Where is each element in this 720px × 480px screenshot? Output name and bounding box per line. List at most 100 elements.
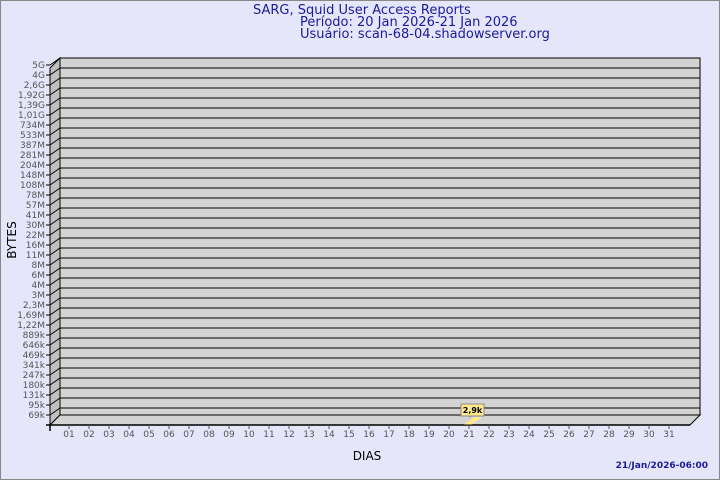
gridline-side: [49, 347, 61, 356]
y-tick-label: 646k: [23, 341, 46, 351]
x-tick-label: 25: [543, 430, 554, 440]
x-tick-label: 02: [83, 430, 94, 440]
x-axis-label: DIAS: [353, 449, 382, 463]
floor: [48, 414, 702, 426]
y-tick-label: 4M: [32, 281, 46, 291]
y-tick-label: 30M: [26, 221, 45, 231]
gridline-side: [49, 167, 61, 176]
y-tick-label: 148M: [20, 171, 45, 181]
y-tick-label: 95k: [28, 401, 45, 411]
gridline-side: [49, 147, 61, 156]
y-tick-label: 180k: [23, 381, 46, 391]
back-wall: [59, 57, 701, 416]
gridline-side: [49, 217, 61, 226]
y-tick-label: 2,6G: [24, 81, 45, 91]
gridline-side: [49, 127, 61, 136]
y-tick-label: 3M: [32, 291, 46, 301]
gridline-side: [49, 157, 61, 166]
y-tick-label: 247k: [23, 371, 46, 381]
user-text: Usuário: scan-68-04.shadowserver.org: [300, 27, 550, 42]
x-tick-label: 06: [163, 430, 175, 440]
gridline-side: [49, 107, 61, 116]
x-tick-label: 19: [423, 430, 435, 440]
gridline-side: [49, 367, 61, 376]
x-tick-label: 11: [263, 430, 274, 440]
x-tick-label: 05: [143, 430, 154, 440]
gridline-side: [49, 257, 61, 266]
timestamp: 21/Jan/2026-06:00: [615, 461, 708, 471]
y-tick-label: 78M: [26, 191, 45, 201]
gridline-side: [49, 357, 61, 366]
gridline-side: [49, 67, 61, 76]
gridline-side: [49, 57, 61, 66]
x-tick-label: 24: [523, 430, 535, 440]
x-tick-label: 16: [363, 430, 375, 440]
y-tick-label: 734M: [20, 121, 45, 131]
y-tick-label: 469k: [23, 351, 46, 361]
gridline-side: [49, 247, 61, 256]
y-tick-label: 131k: [23, 391, 46, 401]
x-tick-label: 29: [623, 430, 635, 440]
x-tick-label: 21: [463, 430, 474, 440]
x-tick-label: 17: [383, 430, 394, 440]
y-tick-label: 1,69M: [17, 311, 45, 321]
gridline-side: [49, 77, 61, 86]
y-tick-label: 41M: [26, 211, 45, 221]
gridline-side: [49, 87, 61, 96]
y-tick-label: 1,92G: [18, 91, 45, 101]
x-tick-label: 10: [243, 430, 255, 440]
gridline-side: [49, 327, 61, 336]
chart-title: SARG, Squid User Access Reports: [253, 3, 471, 18]
bar-day-21: [464, 417, 482, 425]
y-tick-label: 281M: [20, 151, 45, 161]
gridline-side: [49, 207, 61, 216]
gridline-side: [49, 137, 61, 146]
bar-label-box: [460, 403, 485, 417]
y-tick-label: 22M: [26, 231, 45, 241]
y-tick-label: 8M: [32, 261, 46, 271]
y-tick-label: 533M: [20, 131, 45, 141]
gridline-side: [49, 297, 61, 306]
y-tick-label: 1,01G: [18, 111, 45, 121]
y-tick-label: 1,39G: [18, 101, 45, 111]
y-tick-label: 57M: [26, 201, 45, 211]
y-tick-label: 204M: [20, 161, 45, 171]
x-tick-label: 15: [343, 430, 354, 440]
x-tick-label: 18: [403, 430, 415, 440]
gridline-side: [49, 407, 61, 416]
y-tick-label: 6M: [32, 271, 46, 281]
gridline-side: [49, 187, 61, 196]
x-tick-label: 27: [583, 430, 594, 440]
gridline-side: [49, 267, 61, 276]
gridline-side: [49, 317, 61, 326]
x-tick-label: 14: [323, 430, 335, 440]
x-tick-label: 08: [203, 430, 215, 440]
period-text: Período: 20 Jan 2026-21 Jan 2026: [300, 15, 518, 30]
x-tick-label: 04: [123, 430, 135, 440]
bar-data-label: 2,9k: [463, 406, 483, 415]
y-tick-label: 5G: [32, 61, 45, 71]
y-tick-label: 4G: [32, 71, 45, 81]
y-tick-label: 69k: [28, 411, 45, 421]
gridline-side: [49, 117, 61, 126]
gridline-side: [49, 377, 61, 386]
x-tick-label: 22: [483, 430, 494, 440]
gridline-side: [49, 237, 61, 246]
gridline-side: [49, 97, 61, 106]
x-tick-label: 20: [443, 430, 455, 440]
y-tick-label: 1,22M: [17, 321, 45, 331]
y-tick-label: 889k: [23, 331, 46, 341]
x-tick-label: 03: [103, 430, 114, 440]
x-tick-label: 07: [183, 430, 194, 440]
gridline-side: [49, 397, 61, 406]
x-tick-label: 28: [603, 430, 615, 440]
x-tick-label: 31: [663, 430, 674, 440]
gridline-side: [49, 287, 61, 296]
y-tick-label: 387M: [20, 141, 45, 151]
x-tick-label: 09: [223, 430, 235, 440]
x-tick-label: 01: [63, 430, 74, 440]
y-tick-label: 2,3M: [23, 301, 45, 311]
x-tick-label: 23: [503, 430, 514, 440]
x-tick-label: 26: [563, 430, 575, 440]
